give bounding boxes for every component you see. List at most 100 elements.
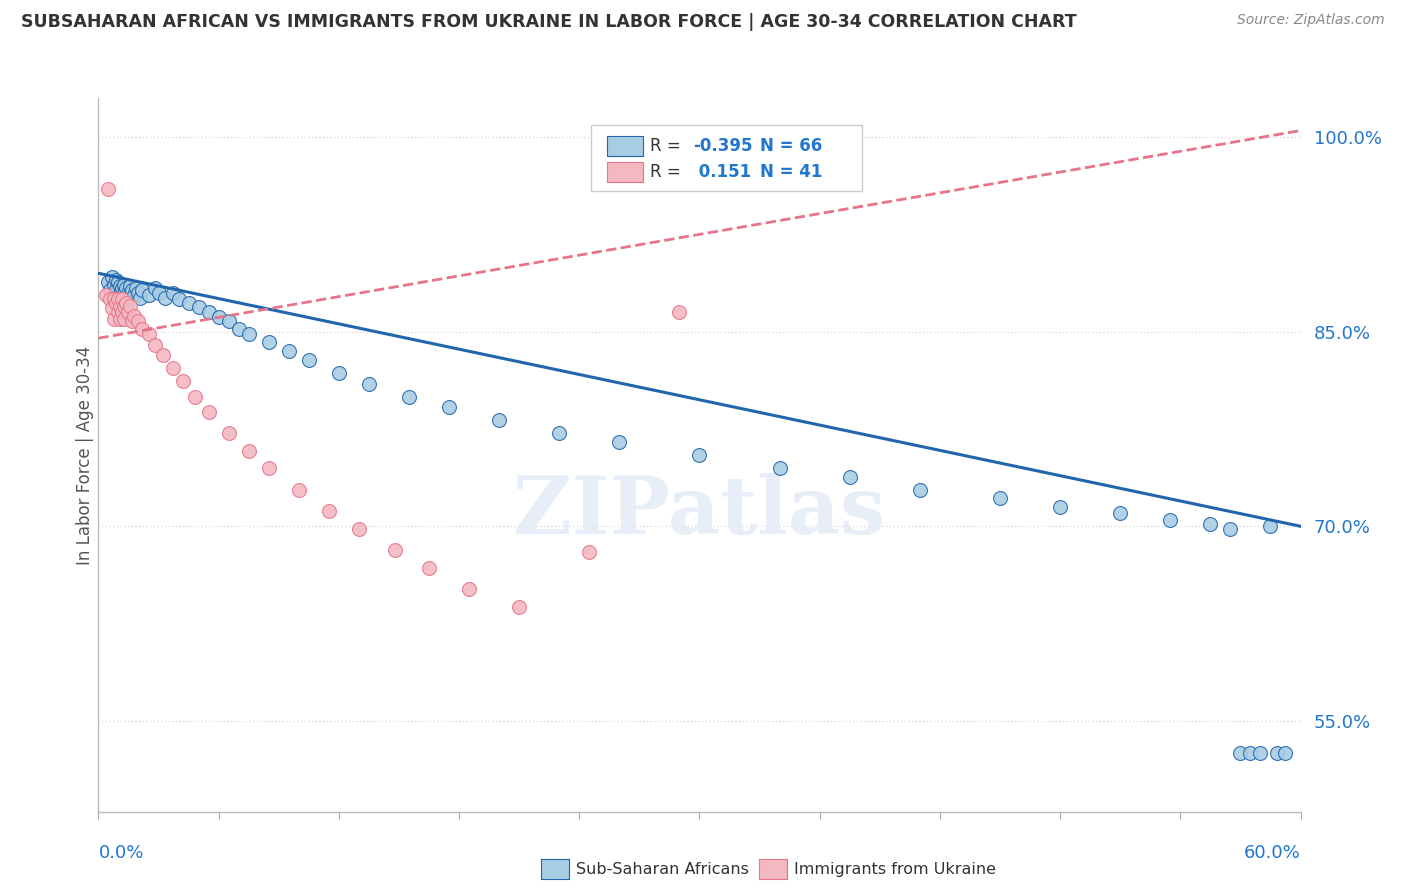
- Point: [105, 273, 128, 287]
- Point: [1274, 747, 1296, 761]
- Point: [110, 279, 132, 293]
- Point: [458, 582, 481, 596]
- Text: R =: R =: [650, 162, 686, 180]
- Point: [197, 405, 219, 419]
- Point: [162, 285, 184, 300]
- Point: [105, 296, 128, 310]
- Point: [357, 376, 380, 391]
- Point: [1229, 747, 1251, 761]
- FancyBboxPatch shape: [592, 125, 862, 191]
- Point: [114, 277, 136, 292]
- Point: [257, 461, 280, 475]
- Point: [328, 366, 350, 380]
- Point: [103, 311, 125, 326]
- FancyBboxPatch shape: [607, 136, 643, 156]
- Point: [318, 504, 340, 518]
- Point: [138, 288, 160, 302]
- Text: SUBSAHARAN AFRICAN VS IMMIGRANTS FROM UKRAINE IN LABOR FORCE | AGE 30-34 CORRELA: SUBSAHARAN AFRICAN VS IMMIGRANTS FROM UK…: [21, 13, 1077, 31]
- Point: [668, 305, 690, 319]
- Y-axis label: In Labor Force | Age 30-34: In Labor Force | Age 30-34: [76, 345, 94, 565]
- Point: [100, 292, 122, 306]
- Point: [107, 305, 129, 319]
- Point: [97, 276, 120, 290]
- Point: [257, 334, 280, 349]
- Point: [128, 285, 150, 300]
- Point: [218, 314, 240, 328]
- Point: [107, 276, 129, 290]
- Point: [101, 301, 124, 316]
- Text: R =: R =: [650, 137, 686, 155]
- Point: [1250, 747, 1272, 761]
- Point: [111, 292, 134, 306]
- Text: 0.151: 0.151: [693, 162, 752, 180]
- Point: [97, 182, 120, 196]
- Point: [111, 305, 134, 319]
- Point: [103, 292, 125, 306]
- Point: [148, 285, 170, 300]
- Text: Sub-Saharan Africans: Sub-Saharan Africans: [576, 863, 749, 877]
- Point: [418, 561, 440, 575]
- Point: [1239, 747, 1261, 761]
- Point: [1219, 522, 1241, 536]
- Point: [143, 337, 166, 351]
- Point: [277, 344, 299, 359]
- Point: [1260, 519, 1282, 533]
- Point: [238, 444, 260, 458]
- Point: [197, 305, 219, 319]
- Point: [107, 291, 129, 305]
- Point: [1049, 500, 1071, 514]
- Point: [1159, 513, 1181, 527]
- Point: [110, 299, 132, 313]
- Point: [288, 483, 311, 497]
- Point: [398, 390, 420, 404]
- Point: [115, 296, 138, 310]
- Point: [347, 522, 370, 536]
- Point: [124, 309, 146, 323]
- Point: [152, 348, 174, 362]
- Point: [103, 277, 125, 292]
- Point: [114, 311, 136, 326]
- Point: [114, 299, 136, 313]
- Point: [111, 280, 134, 294]
- Point: [208, 310, 231, 325]
- Point: [110, 311, 132, 326]
- Point: [107, 292, 129, 306]
- Point: [183, 390, 205, 404]
- Text: ZIPatlas: ZIPatlas: [513, 473, 886, 551]
- Point: [105, 283, 128, 297]
- Point: [689, 448, 711, 462]
- Point: [238, 327, 260, 342]
- Point: [120, 287, 142, 301]
- Point: [143, 280, 166, 294]
- Point: [128, 314, 150, 328]
- Point: [988, 491, 1011, 505]
- Point: [769, 461, 792, 475]
- Point: [548, 425, 571, 440]
- Point: [129, 291, 152, 305]
- Point: [1265, 747, 1288, 761]
- Point: [103, 288, 125, 302]
- Point: [117, 291, 139, 305]
- Point: [117, 305, 139, 319]
- Text: Immigrants from Ukraine: Immigrants from Ukraine: [794, 863, 997, 877]
- Point: [838, 470, 860, 484]
- Point: [908, 483, 931, 497]
- Point: [1109, 506, 1132, 520]
- Text: 60.0%: 60.0%: [1244, 844, 1301, 863]
- Text: N = 66: N = 66: [759, 137, 823, 155]
- Point: [115, 291, 138, 305]
- Point: [125, 280, 148, 294]
- Point: [488, 413, 510, 427]
- Point: [1199, 516, 1222, 531]
- Point: [96, 288, 118, 302]
- Point: [609, 434, 631, 449]
- Point: [298, 353, 321, 368]
- Point: [121, 314, 143, 328]
- Point: [437, 400, 460, 414]
- Text: -0.395: -0.395: [693, 137, 754, 155]
- Point: [111, 290, 134, 304]
- Point: [162, 361, 184, 376]
- Text: Source: ZipAtlas.com: Source: ZipAtlas.com: [1237, 13, 1385, 28]
- Point: [124, 288, 146, 302]
- Point: [131, 283, 153, 297]
